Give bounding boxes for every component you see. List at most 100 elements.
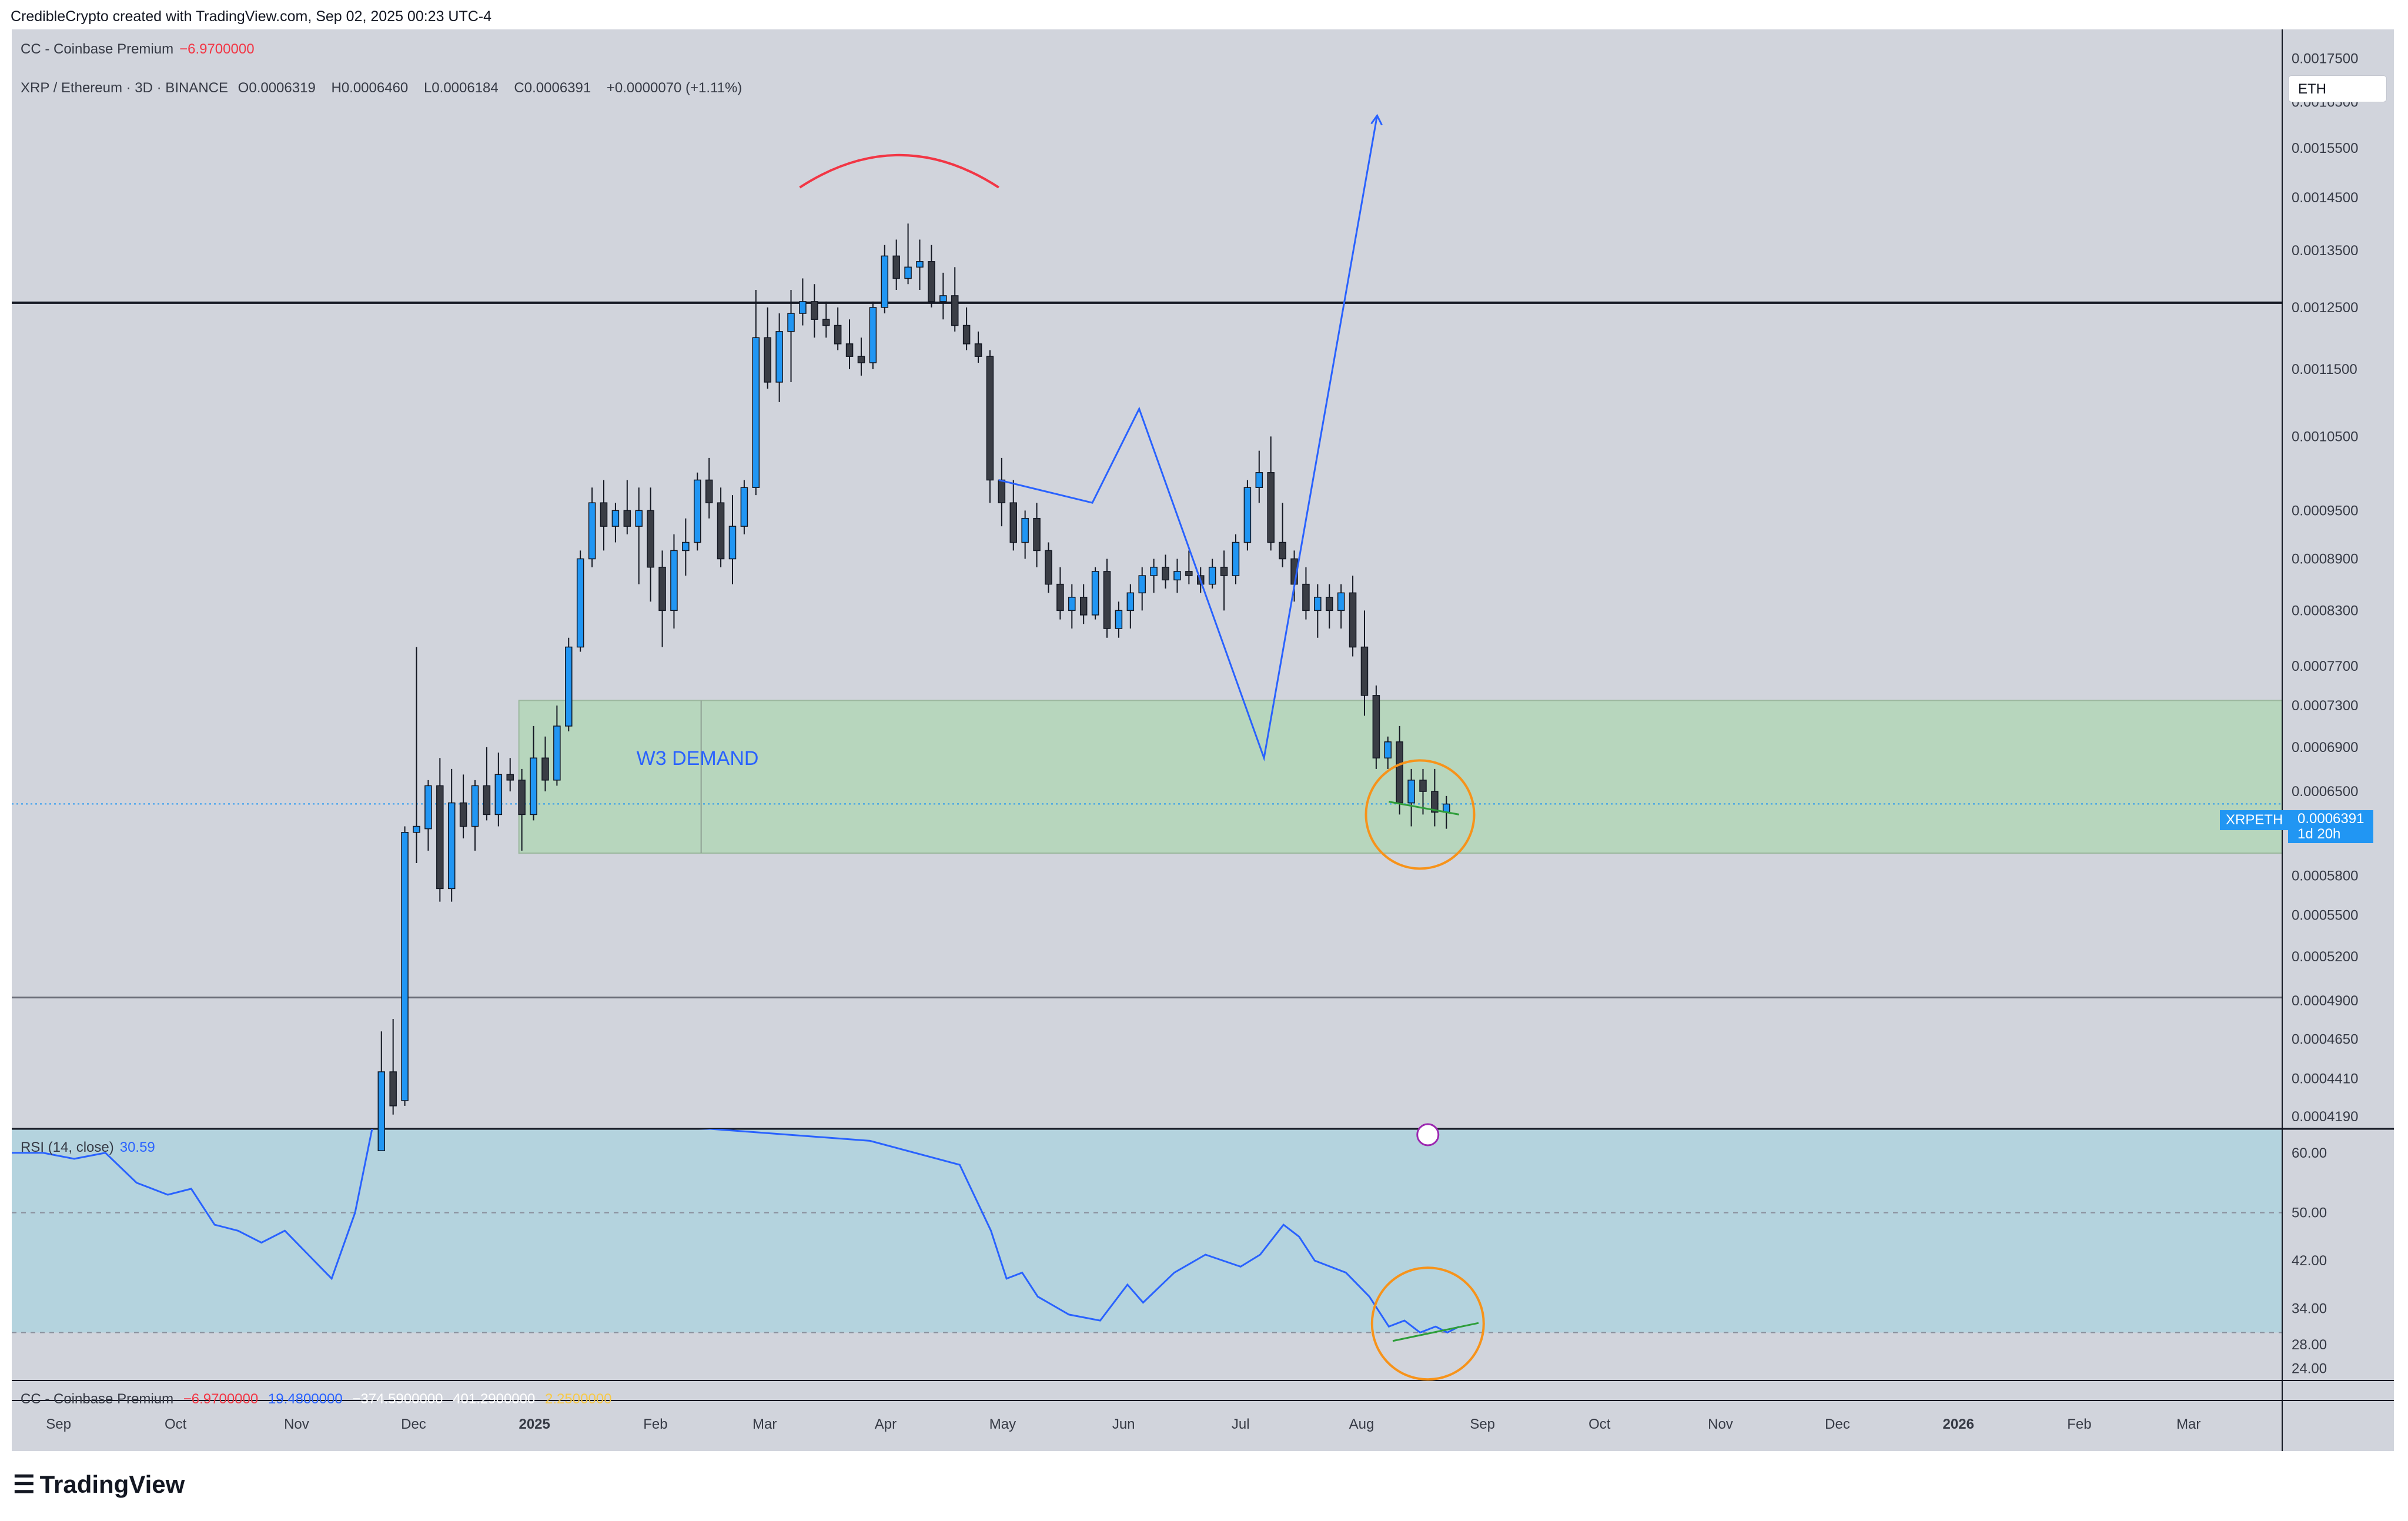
- candle-body[interactable]: [565, 646, 573, 727]
- candle-body[interactable]: [576, 558, 584, 648]
- candle-body[interactable]: [752, 337, 760, 488]
- candle-body[interactable]: [1360, 646, 1369, 696]
- candle-body[interactable]: [1162, 566, 1169, 581]
- candle-body[interactable]: [939, 295, 947, 302]
- candle-body[interactable]: [1185, 571, 1193, 576]
- candle-body[interactable]: [377, 1071, 386, 1151]
- candle-body[interactable]: [1407, 780, 1415, 804]
- rsi-legend[interactable]: RSI (14, close) 30.59: [21, 1139, 161, 1156]
- candle-body[interactable]: [881, 255, 889, 308]
- candle-body[interactable]: [775, 331, 783, 383]
- currency-badge[interactable]: ETH: [2288, 75, 2387, 102]
- candle-body[interactable]: [1126, 592, 1135, 611]
- candle-body[interactable]: [1150, 566, 1158, 576]
- candle-body[interactable]: [822, 319, 830, 326]
- candle-body[interactable]: [1419, 780, 1427, 792]
- candle-body[interactable]: [635, 510, 643, 527]
- candle-body[interactable]: [682, 541, 690, 551]
- candle-body[interactable]: [845, 343, 854, 357]
- candle-body[interactable]: [1173, 571, 1181, 581]
- symbol-legend[interactable]: XRP / Ethereum · 3D · BINANCE O0.0006319…: [21, 80, 748, 96]
- candle-body[interactable]: [1255, 472, 1263, 488]
- tradingview-logo[interactable]: ☰ TradingView: [13, 1470, 185, 1499]
- candle-body[interactable]: [857, 356, 865, 363]
- candle-body[interactable]: [1103, 571, 1111, 629]
- candle-body[interactable]: [389, 1071, 397, 1107]
- candle-body[interactable]: [787, 313, 795, 332]
- candle-body[interactable]: [1431, 791, 1439, 813]
- candle-body[interactable]: [892, 255, 900, 279]
- projection-path[interactable]: [998, 115, 1378, 762]
- candle-body[interactable]: [588, 502, 596, 560]
- candle-body[interactable]: [1021, 517, 1029, 543]
- candle-body[interactable]: [951, 295, 959, 326]
- rsi-trendline[interactable]: [1392, 1322, 1479, 1342]
- candle-body[interactable]: [1314, 597, 1322, 611]
- candle-body[interactable]: [740, 487, 748, 527]
- candle-body[interactable]: [811, 301, 818, 320]
- candle-body[interactable]: [904, 266, 912, 279]
- bottom-indicator-legend[interactable]: CC - Coinbase Premium −6.9700000 19.4800…: [21, 1391, 617, 1408]
- candle-body[interactable]: [1208, 566, 1216, 585]
- candle-body[interactable]: [1267, 472, 1275, 543]
- price-circle-annotation[interactable]: [1364, 759, 1476, 870]
- candle-body[interactable]: [962, 325, 971, 345]
- candle-body[interactable]: [1232, 541, 1240, 576]
- candle-body[interactable]: [1302, 583, 1310, 611]
- candle-body[interactable]: [447, 802, 456, 890]
- candle-body[interactable]: [1009, 502, 1017, 543]
- candle-body[interactable]: [1068, 597, 1076, 611]
- candle-body[interactable]: [1138, 575, 1146, 594]
- chart-frame[interactable]: W3 DEMAND0.00175000.00165000.00155000.00…: [12, 29, 2394, 1451]
- candle-body[interactable]: [799, 301, 807, 314]
- candle-body[interactable]: [694, 479, 701, 543]
- candle-body[interactable]: [916, 261, 924, 268]
- candle-body[interactable]: [471, 785, 479, 827]
- candle-body[interactable]: [764, 337, 771, 383]
- candle-body[interactable]: [611, 510, 620, 527]
- rsi-circle-annotation[interactable]: [1370, 1266, 1485, 1381]
- candle-body[interactable]: [1045, 550, 1052, 585]
- candle-body[interactable]: [1220, 566, 1228, 576]
- candle-body[interactable]: [998, 479, 1006, 503]
- price-trendline[interactable]: [1389, 801, 1460, 815]
- candle-body[interactable]: [506, 774, 514, 781]
- candle-body[interactable]: [1325, 597, 1333, 611]
- candle-body[interactable]: [1115, 610, 1123, 629]
- candle-body[interactable]: [401, 831, 409, 1101]
- candle-body[interactable]: [1033, 517, 1041, 551]
- candle-body[interactable]: [1372, 695, 1380, 759]
- candle-body[interactable]: [553, 726, 561, 781]
- candle-body[interactable]: [1279, 541, 1286, 560]
- candle-body[interactable]: [1091, 571, 1099, 616]
- candle-body[interactable]: [670, 550, 678, 611]
- candle-body[interactable]: [1384, 741, 1392, 759]
- candle-body[interactable]: [436, 785, 444, 890]
- candle-body[interactable]: [1349, 592, 1357, 648]
- rsi-line[interactable]: [12, 1117, 1460, 1334]
- candle-body[interactable]: [705, 479, 713, 503]
- candle-body[interactable]: [494, 774, 503, 815]
- candle-body[interactable]: [658, 566, 666, 611]
- candle-body[interactable]: [728, 526, 737, 560]
- candle-body[interactable]: [974, 343, 982, 357]
- candle-body[interactable]: [530, 757, 537, 815]
- candle-body[interactable]: [1079, 597, 1088, 616]
- candle-body[interactable]: [623, 510, 631, 527]
- candle-body[interactable]: [600, 502, 608, 527]
- candle-body[interactable]: [541, 757, 549, 781]
- price-chart-svg[interactable]: W3 DEMAND0.00175000.00165000.00155000.00…: [12, 29, 2394, 1451]
- candle-body[interactable]: [1396, 741, 1403, 804]
- top-arc-annotation[interactable]: [799, 153, 999, 189]
- candle-body[interactable]: [459, 802, 467, 827]
- candle-body[interactable]: [1243, 487, 1252, 543]
- top-indicator-legend[interactable]: CC - Coinbase Premium −6.9700000: [21, 41, 260, 58]
- candle-body[interactable]: [518, 780, 526, 815]
- candle-body[interactable]: [647, 510, 654, 568]
- candle-body[interactable]: [424, 785, 432, 830]
- candle-body[interactable]: [1056, 583, 1064, 611]
- candle-body[interactable]: [483, 785, 491, 815]
- candle-body[interactable]: [986, 356, 994, 481]
- candle-body[interactable]: [1337, 592, 1345, 611]
- alert-lightning-icon[interactable]: [1416, 1123, 1440, 1146]
